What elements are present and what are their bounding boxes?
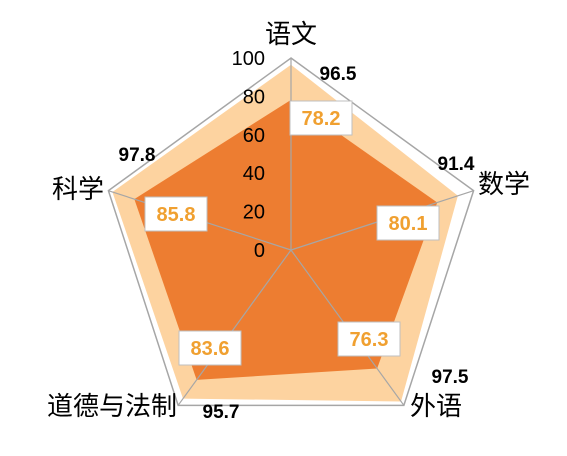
inner-label-text: 76.3 [350,329,389,351]
inner-data-label: 80.1 [376,205,440,241]
outer-data-label: 97.5 [432,367,469,388]
tick-label: 60 [243,125,265,147]
inner-data-label: 76.3 [337,321,401,357]
category-label: 语文 [265,20,317,50]
inner-data-label: 78.2 [289,100,353,136]
category-label: 外语 [410,392,462,422]
inner-label-text: 78.2 [302,108,341,130]
grid [107,57,475,407]
tick-label: 80 [243,86,265,108]
inner-data-label: 85.8 [144,196,208,232]
category-label: 科学 [52,175,104,205]
inner-label-box [337,321,401,357]
inner-label-text: 83.6 [191,338,230,360]
inner-label-text: 80.1 [389,213,428,235]
outer-data-label: 96.5 [320,64,357,85]
series-area-2 [134,99,438,380]
inner-label-box [376,205,440,241]
radial-ticks: 0 20 40 60 80 100 [232,48,265,262]
inner-label-box [289,100,353,136]
inner-label-box [178,330,242,366]
inner-data-label: 83.6 [178,330,242,366]
outer-data-labels: 96.5 91.4 97.5 95.7 97.8 [119,64,475,423]
tick-label: 0 [254,240,265,262]
category-label: 道德与法制 [47,392,177,422]
inner-label-text: 85.8 [157,204,196,226]
grid-ring [107,57,475,407]
tick-label: 20 [243,202,265,224]
tick-label: 40 [243,163,265,185]
category-label: 数学 [478,170,530,200]
outer-data-label: 97.8 [119,145,156,166]
series-areas [112,64,458,402]
tick-label: 100 [232,48,265,70]
inner-data-labels: 78.2 80.1 76.3 83.6 85.8 [144,100,440,366]
outer-data-label: 91.4 [438,154,475,175]
outer-data-label: 95.7 [203,402,240,423]
spoke [177,249,292,406]
inner-label-box [144,196,208,232]
